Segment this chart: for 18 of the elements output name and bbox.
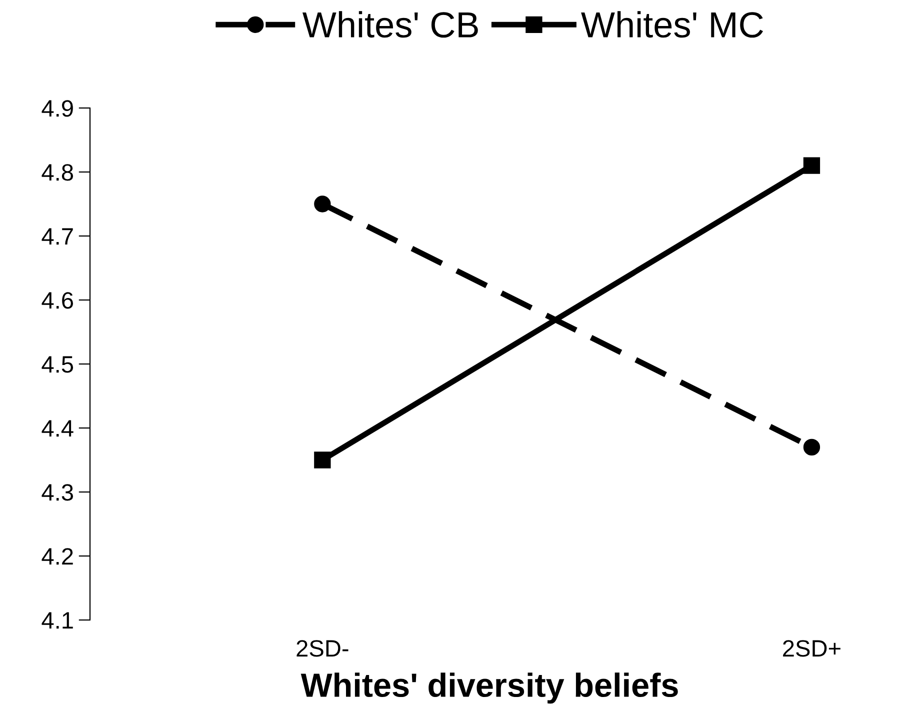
y-tick-label: 4.7 bbox=[42, 228, 73, 245]
y-tick-label: 4.6 bbox=[42, 292, 73, 309]
point bbox=[314, 196, 331, 212]
y-tick-label: 4.9 bbox=[42, 100, 73, 117]
point bbox=[803, 438, 820, 456]
y-tick-label: 4.1 bbox=[42, 612, 73, 629]
y-tick-label: 4.2 bbox=[42, 548, 73, 565]
point bbox=[803, 157, 820, 174]
y-tick-label: 4.4 bbox=[42, 420, 74, 437]
legend-label: Whites' CB bbox=[302, 11, 478, 38]
x-tick-label: 2SD- bbox=[296, 640, 348, 657]
y-tick-label: 4.5 bbox=[42, 356, 74, 373]
x-axis-title: Whites' diversity beliefs bbox=[300, 672, 678, 704]
y-tick-label: 4.8 bbox=[42, 164, 74, 181]
x-tick-label: 2SD+ bbox=[783, 640, 840, 657]
y-tick-label: 4.3 bbox=[42, 484, 73, 501]
point bbox=[314, 452, 331, 468]
legend-label: Whites' MC bbox=[581, 11, 763, 38]
